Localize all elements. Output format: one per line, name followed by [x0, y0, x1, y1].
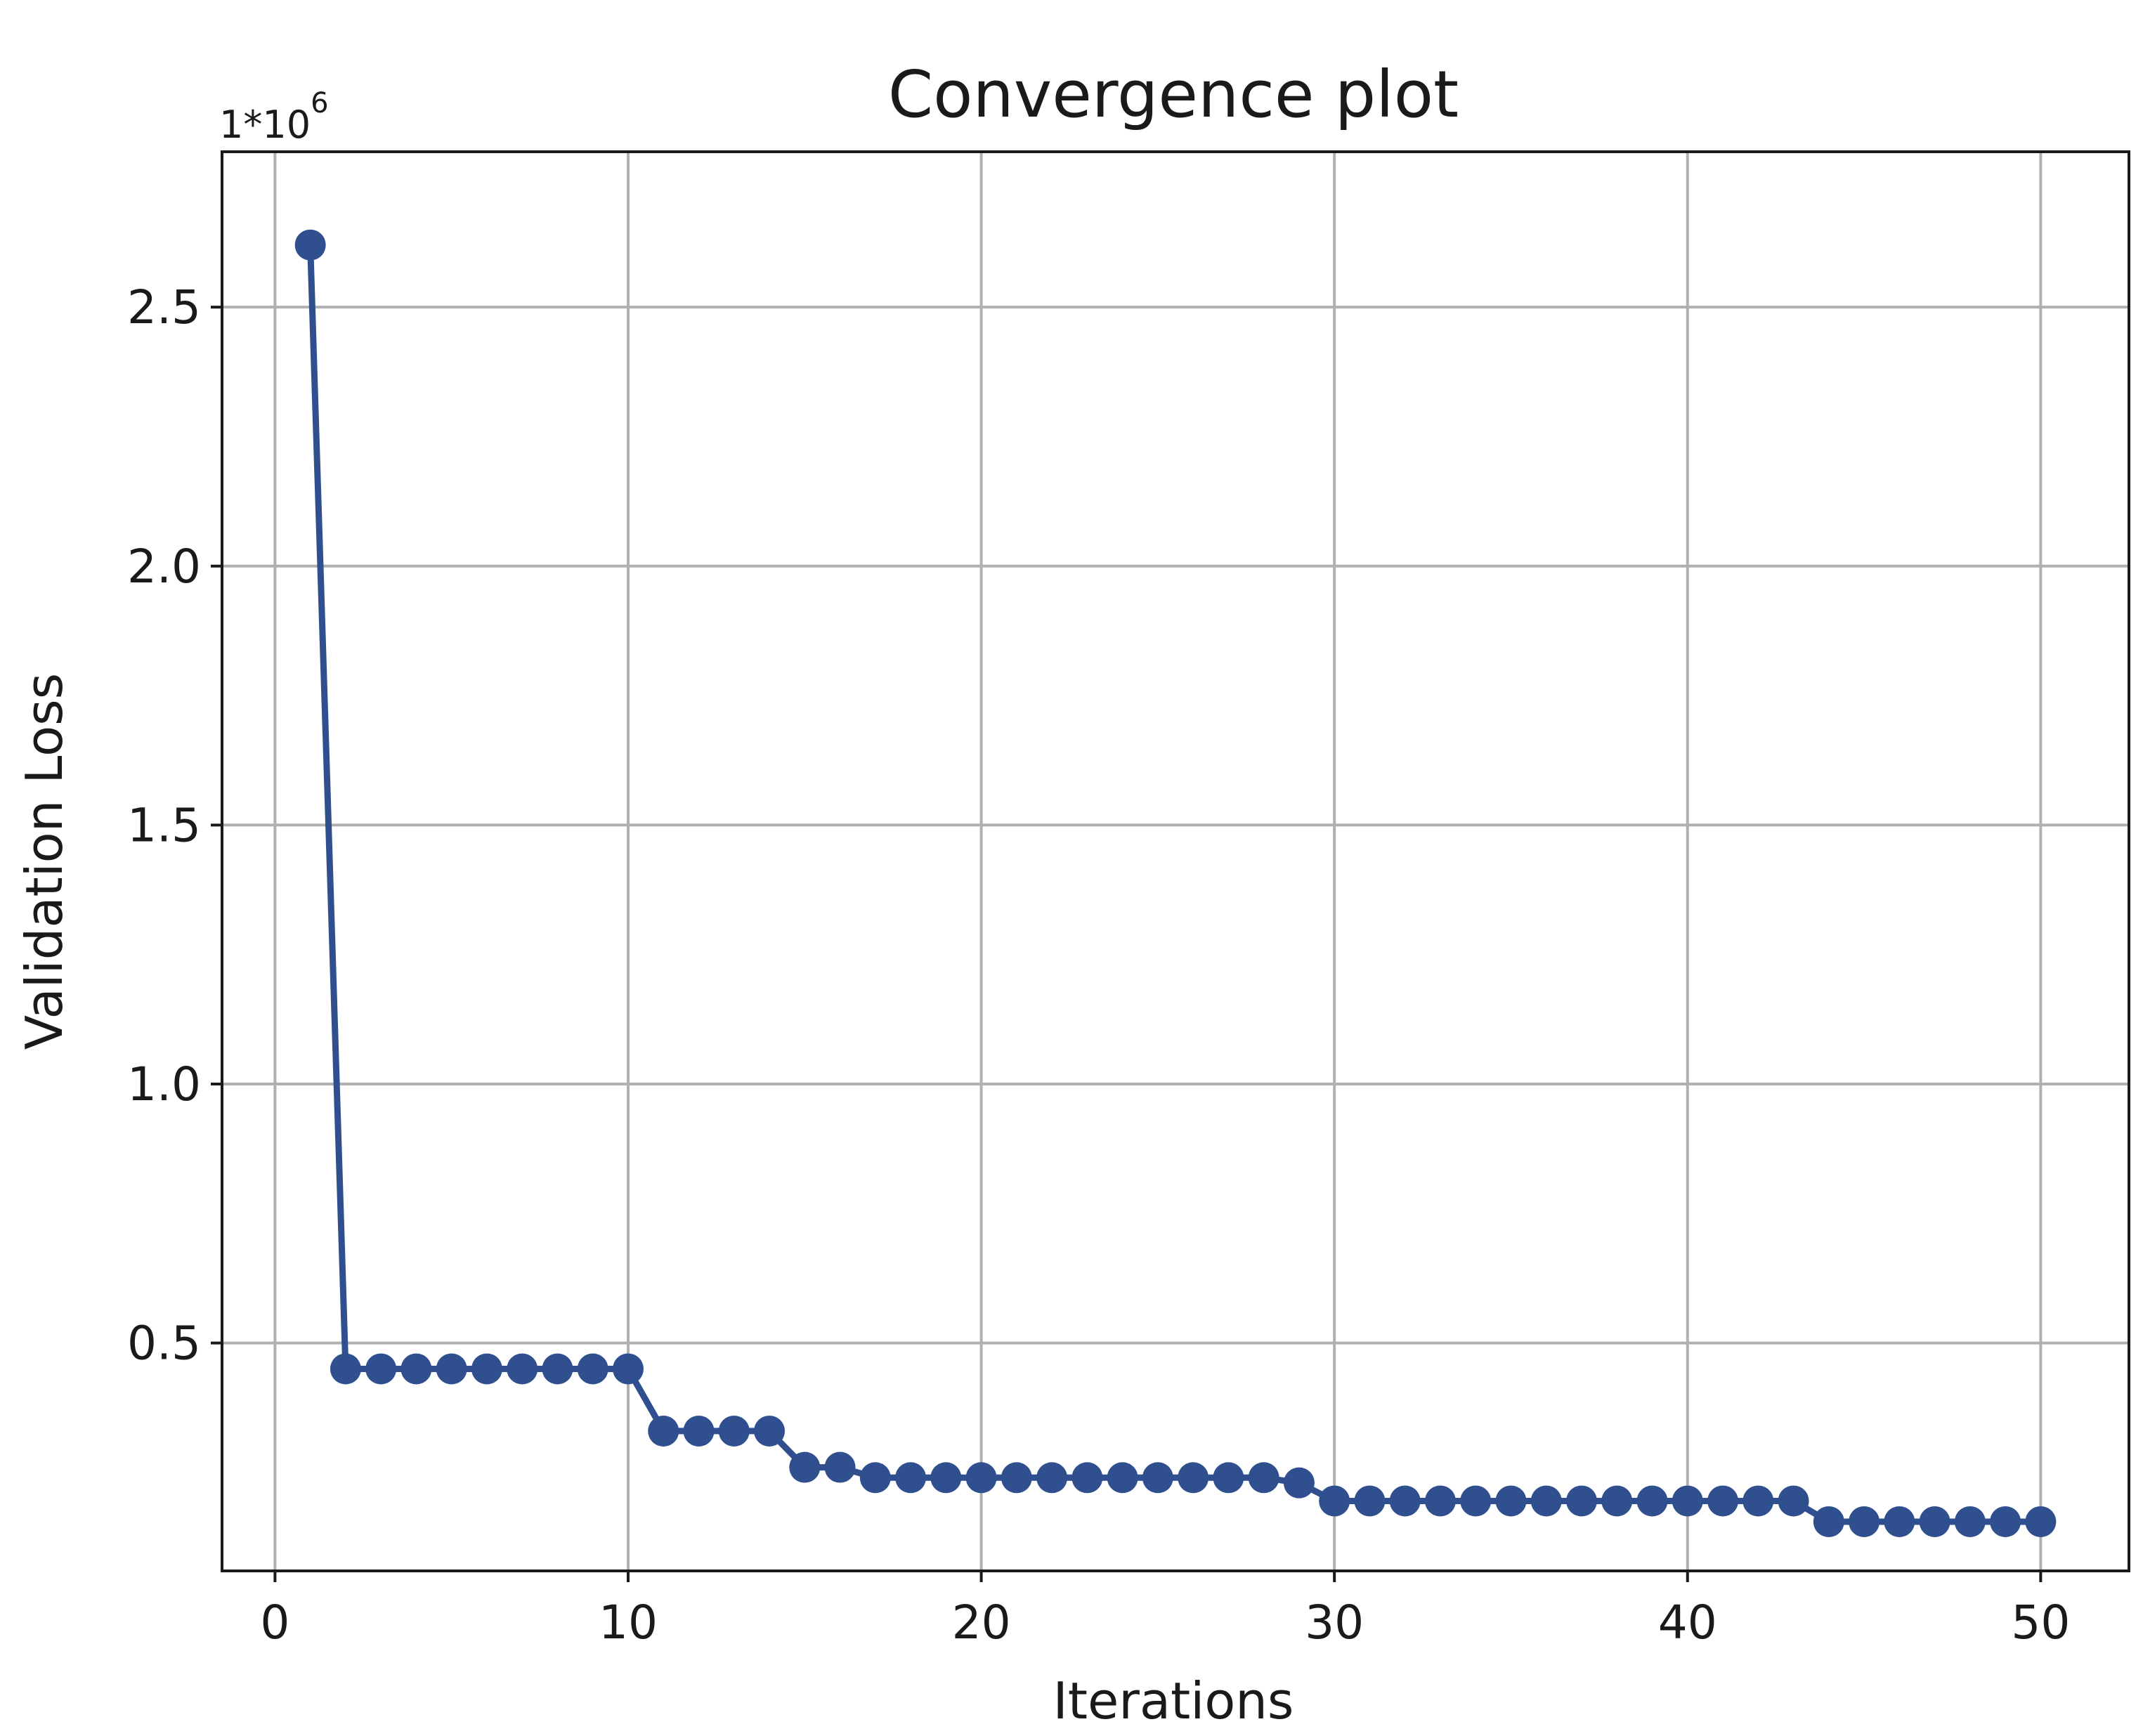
data-point: [471, 1353, 502, 1385]
data-point: [1424, 1485, 1456, 1517]
data-point: [1213, 1462, 1244, 1494]
data-point: [754, 1415, 786, 1447]
data-point: [648, 1415, 679, 1447]
data-point: [1389, 1485, 1421, 1517]
y-offset-label: 1*106: [219, 87, 329, 147]
data-point: [1601, 1485, 1633, 1517]
data-point: [1813, 1506, 1844, 1537]
x-axis-label: Iterations: [1053, 1671, 1294, 1730]
data-point: [1495, 1485, 1527, 1517]
x-tick-label: 30: [1305, 1595, 1364, 1650]
data-point: [824, 1451, 856, 1483]
y-tick-label: 1.5: [127, 798, 201, 852]
data-point: [1672, 1485, 1703, 1517]
y-tick-label: 2.0: [127, 540, 201, 594]
data-point: [507, 1353, 538, 1385]
data-point: [2025, 1506, 2057, 1537]
data-point: [930, 1462, 962, 1494]
data-point: [1990, 1506, 2021, 1537]
data-point: [1636, 1485, 1668, 1517]
data-point: [294, 229, 326, 261]
data-point: [1354, 1485, 1386, 1517]
series-path: [307, 244, 2041, 1525]
chart-title: Convergence plot: [888, 57, 1459, 132]
data-point: [859, 1462, 891, 1494]
data-point: [683, 1415, 715, 1447]
data-point: [1001, 1462, 1032, 1494]
y-tick-label: 0.5: [127, 1317, 201, 1371]
x-tick-label: 50: [2011, 1595, 2070, 1650]
axis-ticks: [211, 306, 2043, 1582]
data-point: [1565, 1485, 1597, 1517]
data-point: [400, 1353, 432, 1385]
data-point: [895, 1462, 927, 1494]
data-point: [330, 1353, 361, 1385]
data-point: [365, 1353, 397, 1385]
data-point: [1919, 1506, 1950, 1537]
data-point: [965, 1462, 997, 1494]
data-point: [1142, 1462, 1173, 1494]
data-point: [1954, 1506, 1986, 1537]
grid: [222, 152, 2129, 1571]
data-point: [1319, 1485, 1350, 1517]
y-tick-label: 1.0: [127, 1057, 201, 1111]
y-tick-label: 2.5: [127, 280, 201, 334]
y-axis-label: Validation Loss: [15, 673, 74, 1050]
data-point: [718, 1415, 750, 1447]
data-point: [789, 1451, 821, 1483]
x-tick-label: 20: [952, 1595, 1011, 1650]
x-tick-label: 0: [260, 1595, 289, 1650]
data-point: [1884, 1506, 1915, 1537]
plot-frame: [221, 150, 2130, 1572]
data-point: [1530, 1485, 1562, 1517]
data-point: [1283, 1467, 1315, 1499]
x-tick-label: 10: [599, 1595, 658, 1650]
data-point: [1743, 1485, 1774, 1517]
data-point: [1707, 1485, 1739, 1517]
data-point: [612, 1353, 644, 1385]
x-tick-label: 40: [1658, 1595, 1717, 1650]
data-point: [1178, 1462, 1209, 1494]
data-point: [1849, 1506, 1880, 1537]
data-point: [1778, 1485, 1809, 1517]
data-point: [1248, 1462, 1279, 1494]
series-line: [294, 229, 2057, 1537]
data-point: [1072, 1462, 1103, 1494]
data-point: [1107, 1462, 1138, 1494]
data-point: [542, 1353, 573, 1385]
data-point: [436, 1353, 467, 1385]
data-point: [1036, 1462, 1068, 1494]
data-point: [577, 1353, 608, 1385]
data-point: [1460, 1485, 1492, 1517]
tick-labels: 0 10 20 30 40 50 0.5 1.0 1.5 2.0 2.5: [127, 280, 2070, 1650]
